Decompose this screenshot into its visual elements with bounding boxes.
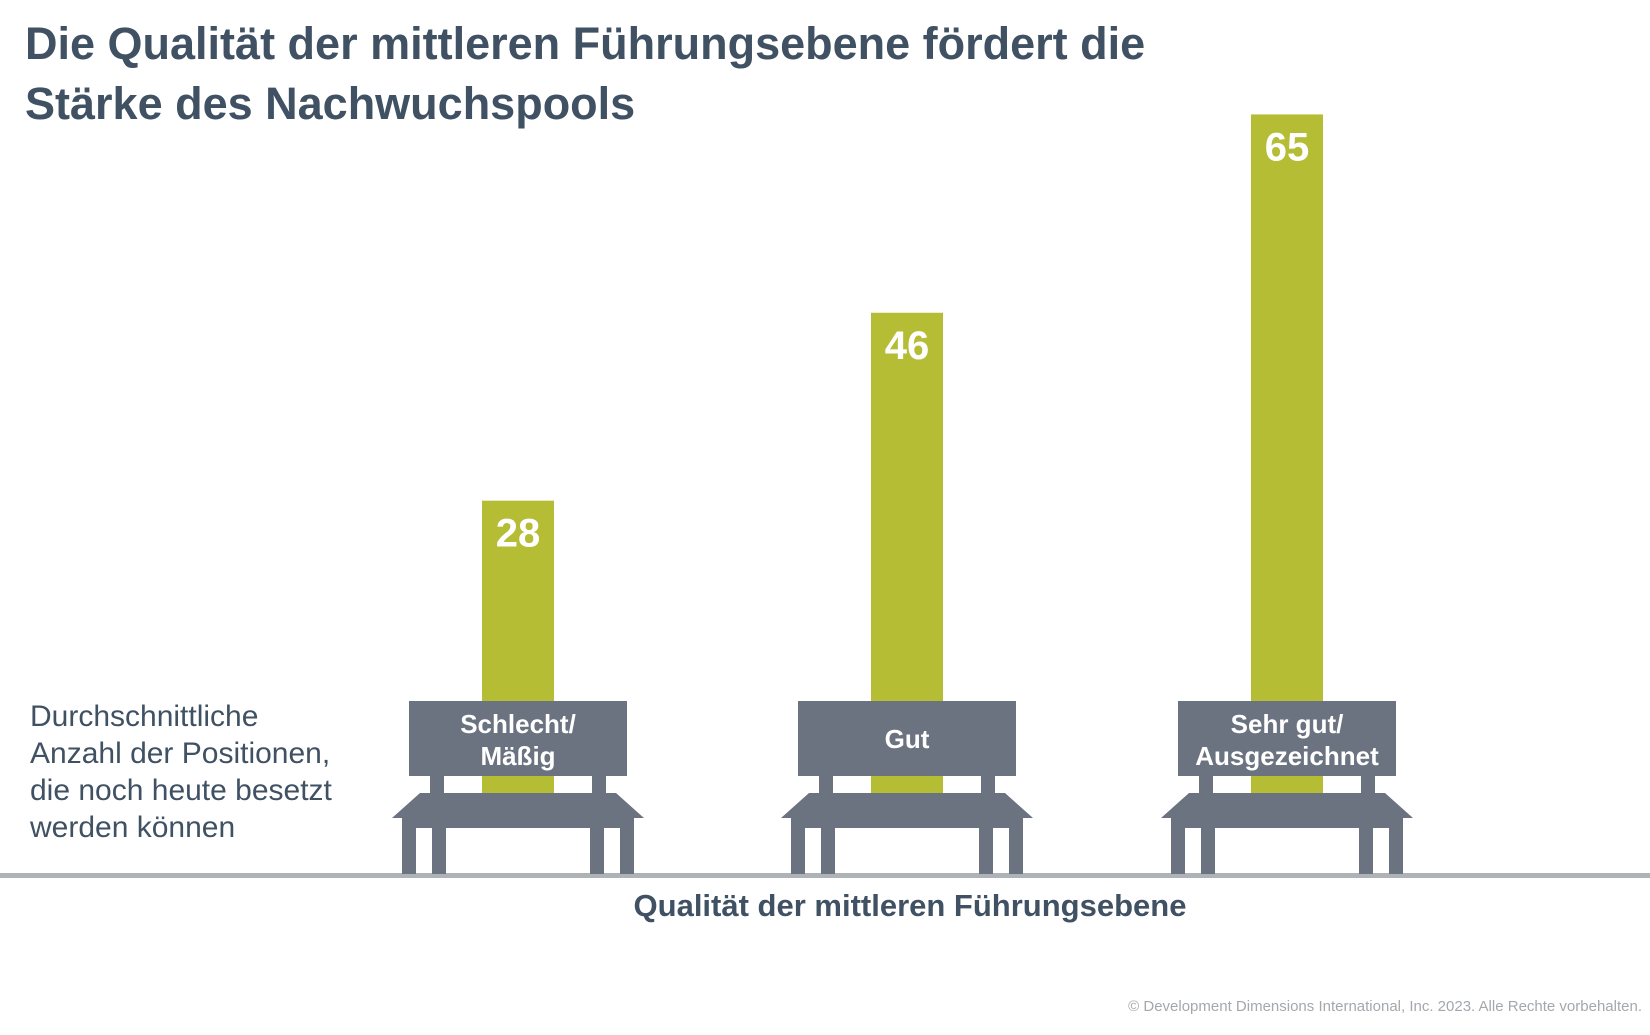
x-tick-label: Schlecht/Mäßig (460, 709, 576, 771)
y-axis-label-line: Anzahl der Positionen, (30, 737, 331, 770)
copyright-notice: © Development Dimensions International, … (1128, 998, 1642, 1015)
bench-backrest (798, 701, 1016, 776)
y-axis-label-line: die noch heute besetzt (30, 774, 332, 807)
chart-title: Die Qualität der mittleren Führungsebene… (25, 14, 1425, 134)
bench-leg (791, 826, 805, 874)
data-label: 28 (496, 512, 541, 556)
bench-leg (1389, 826, 1403, 874)
bench-seat (781, 793, 1033, 818)
y-axis-label-line: werden können (30, 811, 236, 844)
bench-backrest (409, 701, 627, 776)
bench-leg (1359, 826, 1373, 874)
title-line-1: Die Qualität der mittleren Führungsebene… (25, 18, 1146, 69)
title-line-2: Stärke des Nachwuchspools (25, 78, 636, 129)
bench-seat (1161, 793, 1413, 818)
x-tick-label: Sehr gut/Ausgezeichnet (1195, 709, 1379, 771)
bench-leg (1009, 826, 1023, 874)
bench-post (592, 774, 606, 796)
x-tick-label: Gut (885, 724, 930, 754)
y-axis-label: Durchschnittliche Anzahl der Positionen,… (30, 698, 390, 846)
bench-leg (620, 826, 634, 874)
bench-leg (590, 826, 604, 874)
x-axis-label: Qualität der mittleren Führungsebene (633, 888, 1187, 923)
data-label: 65 (1265, 125, 1310, 169)
bench-leg (432, 826, 446, 874)
bench-post (430, 774, 444, 796)
bench-backrest (1178, 701, 1396, 776)
y-axis-label-line: Durchschnittliche (30, 700, 259, 733)
bench-leg (1201, 826, 1215, 874)
bench-leg (979, 826, 993, 874)
bar (1251, 114, 1323, 793)
bench-post (819, 774, 833, 796)
bench-leg (1171, 826, 1185, 874)
bench-seat (392, 793, 644, 818)
bench-seat-front (791, 818, 1023, 828)
data-label: 46 (885, 324, 930, 368)
bench-leg (402, 826, 416, 874)
bench-post (981, 774, 995, 796)
bench-post (1199, 774, 1213, 796)
x-axis-baseline (0, 873, 1650, 878)
bench-seat-front (402, 818, 634, 828)
bench-seat-front (1171, 818, 1403, 828)
bench-leg (821, 826, 835, 874)
bench-post (1361, 774, 1375, 796)
